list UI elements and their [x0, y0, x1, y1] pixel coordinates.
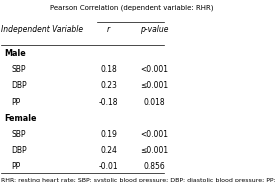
Text: 0.24: 0.24	[100, 146, 117, 155]
Text: RHR: resting heart rate; SBP: systolic blood pressure; DBP: diastolic blood pres: RHR: resting heart rate; SBP: systolic b…	[1, 178, 276, 182]
Text: ≤0.001: ≤0.001	[140, 146, 168, 155]
Text: Male: Male	[5, 50, 26, 58]
Text: p-value: p-value	[140, 25, 168, 34]
Text: 0.23: 0.23	[100, 82, 117, 90]
Text: 0.18: 0.18	[100, 66, 117, 74]
Text: ≤0.001: ≤0.001	[140, 82, 168, 90]
Text: Independent Variable: Independent Variable	[1, 25, 84, 34]
Text: PP: PP	[11, 162, 20, 171]
Text: -0.01: -0.01	[99, 162, 118, 171]
Text: -0.18: -0.18	[99, 98, 118, 106]
Text: DBP: DBP	[11, 82, 27, 90]
Text: <0.001: <0.001	[140, 130, 168, 139]
Text: Female: Female	[5, 114, 37, 122]
Text: SBP: SBP	[11, 66, 26, 74]
Text: PP: PP	[11, 98, 20, 106]
Text: SBP: SBP	[11, 130, 26, 139]
Text: 0.856: 0.856	[143, 162, 165, 171]
Text: 0.19: 0.19	[100, 130, 117, 139]
Text: DBP: DBP	[11, 146, 27, 155]
Text: <0.001: <0.001	[140, 66, 168, 74]
Text: Pearson Correlation (dependent variable: RHR): Pearson Correlation (dependent variable:…	[49, 5, 213, 11]
Text: r: r	[107, 25, 110, 34]
Text: 0.018: 0.018	[143, 98, 165, 106]
